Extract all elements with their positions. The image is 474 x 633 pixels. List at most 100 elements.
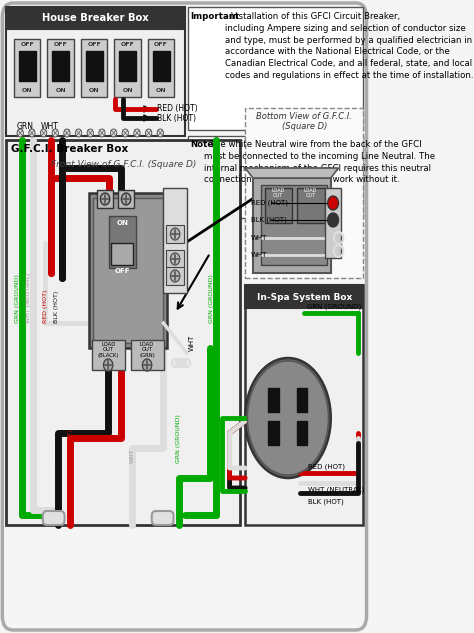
Text: In-Spa System Box: In-Spa System Box (256, 292, 352, 301)
Text: OFF: OFF (54, 42, 68, 47)
Circle shape (40, 129, 47, 137)
Text: House Breaker Box: House Breaker Box (42, 13, 149, 23)
Polygon shape (245, 168, 338, 178)
Circle shape (122, 129, 128, 137)
Text: WHT: WHT (40, 122, 58, 131)
Circle shape (75, 129, 82, 137)
Text: GRN: GRN (17, 122, 34, 131)
Text: Important: Important (191, 12, 240, 21)
Text: RED (HOT): RED (HOT) (157, 104, 198, 113)
Bar (6, 7, 185, 136)
Bar (109, 216, 136, 268)
Text: WHT: WHT (130, 448, 135, 463)
Circle shape (103, 359, 113, 371)
FancyBboxPatch shape (2, 3, 366, 630)
Bar (148, 39, 174, 97)
Circle shape (121, 193, 131, 205)
Bar (166, 225, 184, 243)
Bar (245, 285, 364, 308)
Text: (Square D): (Square D) (282, 122, 327, 131)
Bar (47, 39, 74, 97)
Text: ON: ON (89, 89, 100, 94)
Bar (6, 140, 240, 525)
Text: BLK (HOT): BLK (HOT) (308, 499, 344, 505)
Bar (268, 388, 279, 412)
Bar (97, 190, 113, 208)
Text: RED (HOT): RED (HOT) (67, 430, 73, 463)
Ellipse shape (245, 358, 331, 478)
Bar (268, 421, 279, 445)
Circle shape (171, 253, 180, 265)
Text: BLK (HOT): BLK (HOT) (251, 216, 286, 223)
Bar (90, 193, 167, 348)
Bar (92, 340, 125, 370)
Circle shape (29, 129, 35, 137)
Circle shape (157, 129, 164, 137)
Text: ON: ON (22, 89, 33, 94)
Text: : The white Neutral wire from the back of the GFCI
must be connected to the inco: : The white Neutral wire from the back o… (204, 140, 435, 184)
Bar (164, 188, 187, 293)
Text: RED (HOT): RED (HOT) (251, 200, 288, 206)
Text: Front View of G.F.C.I. (Square D): Front View of G.F.C.I. (Square D) (51, 160, 196, 169)
Bar (245, 108, 364, 278)
Text: OFF: OFF (121, 42, 135, 47)
Circle shape (171, 270, 180, 282)
Bar (131, 340, 164, 370)
Bar (253, 178, 331, 273)
Text: LOAD
OUT: LOAD OUT (271, 188, 284, 198)
Bar (118, 190, 134, 208)
Circle shape (17, 129, 23, 137)
Bar (14, 39, 40, 97)
Circle shape (146, 129, 152, 137)
Text: GRN (GROUND): GRN (GROUND) (15, 274, 19, 323)
Text: Bottom View of G.F.C.I.: Bottom View of G.F.C.I. (256, 112, 352, 121)
Bar (245, 285, 364, 525)
Text: : Installation of this GFCI Circuit Breaker,
including Ampere sizing and selecti: : Installation of this GFCI Circuit Brea… (225, 12, 474, 80)
Bar (188, 136, 363, 218)
Text: BLK (HOT): BLK (HOT) (55, 291, 59, 323)
Text: OFF: OFF (114, 268, 130, 274)
Text: G.F.C.I. Breaker Box: G.F.C.I. Breaker Box (11, 144, 128, 154)
Text: GRN (GROUND): GRN (GROUND) (209, 274, 214, 323)
Bar (261, 185, 327, 265)
Text: OFF: OFF (20, 42, 34, 47)
Text: Note: Note (191, 140, 214, 149)
Bar (111, 243, 133, 265)
Bar (114, 39, 141, 97)
Bar (52, 51, 69, 81)
Bar (86, 51, 103, 81)
Bar (297, 388, 308, 412)
Circle shape (64, 129, 70, 137)
Text: RED (HOT): RED (HOT) (308, 463, 345, 470)
Bar (153, 51, 170, 81)
Bar (188, 7, 363, 130)
Bar (264, 188, 292, 223)
Bar (81, 39, 108, 97)
Bar (297, 421, 308, 445)
Text: LOAD
OUT: LOAD OUT (304, 188, 317, 198)
Circle shape (100, 193, 109, 205)
Bar (325, 188, 341, 258)
Text: LOAD
OUT
(BLACK): LOAD OUT (BLACK) (98, 342, 119, 358)
Text: ON: ON (116, 220, 128, 226)
Ellipse shape (247, 361, 328, 475)
Text: WHT: WHT (188, 335, 194, 351)
Circle shape (134, 129, 140, 137)
Bar (6, 7, 185, 29)
Bar (297, 188, 325, 223)
Circle shape (110, 129, 117, 137)
Circle shape (52, 129, 58, 137)
Bar (18, 51, 36, 81)
Text: ON: ON (156, 89, 166, 94)
FancyBboxPatch shape (152, 511, 173, 525)
Bar (93, 198, 164, 343)
Text: OFF: OFF (87, 42, 101, 47)
Circle shape (328, 196, 338, 210)
Text: BLK (HOT): BLK (HOT) (56, 430, 61, 463)
Circle shape (328, 213, 338, 227)
Text: LOAD
OUT
(GRN): LOAD OUT (GRN) (139, 342, 155, 358)
Text: ON: ON (55, 89, 66, 94)
Circle shape (171, 228, 180, 240)
Bar (119, 51, 136, 81)
Text: GRN (GROUND): GRN (GROUND) (308, 303, 362, 310)
